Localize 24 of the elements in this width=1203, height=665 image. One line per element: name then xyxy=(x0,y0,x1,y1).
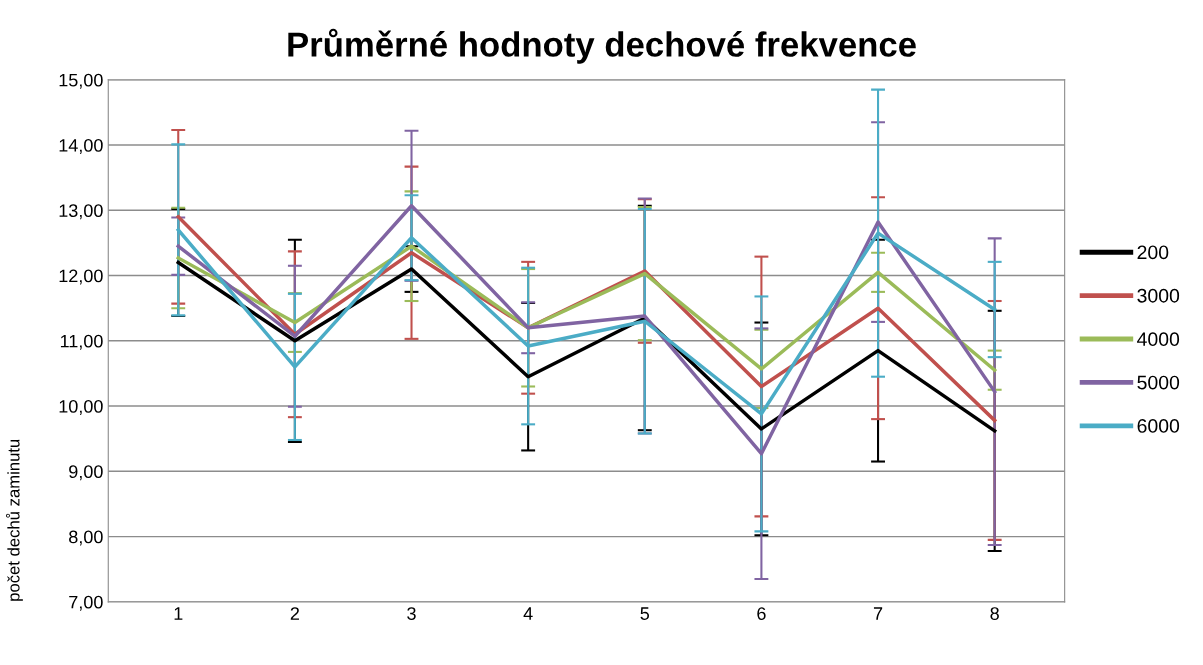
chart-title: Průměrné hodnoty dechové frekvence xyxy=(288,28,916,64)
legend-label: 6000 xyxy=(1137,419,1180,433)
y-tick-label: 7,00 xyxy=(69,595,103,611)
x-tick-label: 5 xyxy=(640,607,650,620)
y-tick-label: 15,00 xyxy=(59,73,103,89)
y-tick-label: 12,00 xyxy=(59,269,103,285)
x-tick-label: 7 xyxy=(873,607,883,620)
x-tick-label: 2 xyxy=(290,607,299,620)
y-tick-label: 14,00 xyxy=(59,138,103,154)
x-tick-label: 6 xyxy=(757,607,766,620)
y-tick-label: 10,00 xyxy=(59,400,103,415)
y-tick-label: 9,00 xyxy=(69,465,103,481)
legend-label: 200 xyxy=(1137,245,1169,260)
x-tick-label: 4 xyxy=(523,607,533,620)
y-tick-label: 13,00 xyxy=(59,204,103,220)
y-tick-label: 8,00 xyxy=(69,530,103,546)
legend-label: 4000 xyxy=(1137,332,1180,347)
x-tick-label: 8 xyxy=(990,607,999,620)
x-tick-label: 1 xyxy=(174,607,183,620)
x-tick-label: 3 xyxy=(407,607,416,620)
legend-label: 3000 xyxy=(1137,288,1180,303)
y-tick-label: 11,00 xyxy=(60,334,103,350)
legend-label: 5000 xyxy=(1137,375,1180,390)
y-axis-title: počet dechů zaminutu xyxy=(5,439,23,601)
